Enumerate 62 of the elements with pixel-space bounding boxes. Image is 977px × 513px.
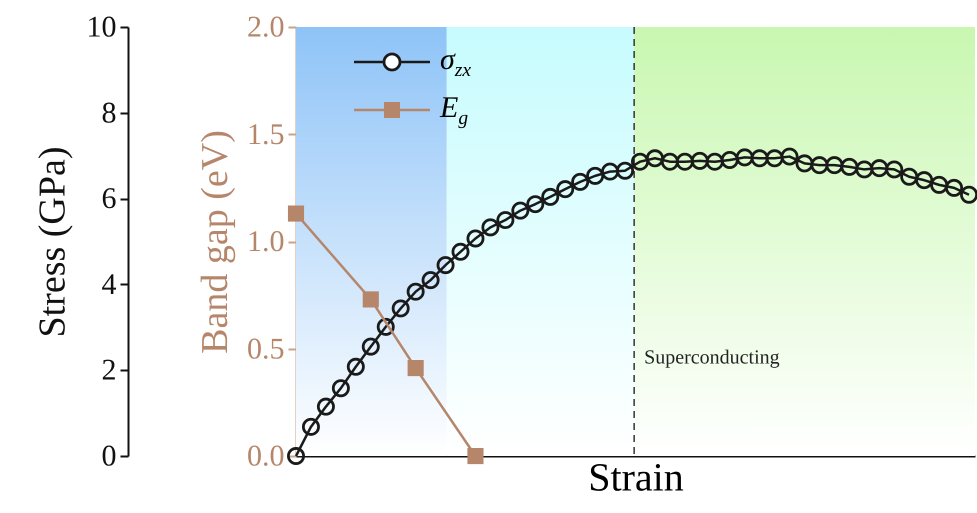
point: [436, 256, 455, 274]
point: [332, 379, 350, 398]
point: [706, 152, 724, 171]
y-tick-label: 6: [102, 182, 116, 216]
point: [825, 156, 844, 174]
point: [676, 152, 694, 171]
point: [720, 151, 739, 169]
point: [945, 178, 964, 197]
y2-tick-label: 0.0: [247, 440, 284, 472]
y2-tick-label: 1.0: [247, 225, 284, 258]
point: [556, 180, 574, 198]
point: [631, 152, 649, 171]
y-tick-label: 10: [86, 10, 116, 44]
point: [362, 338, 380, 356]
y2-axis-title: Band gap (eV): [194, 130, 236, 354]
y-tick-label: 8: [102, 96, 116, 130]
y2-tick-label: 1.5: [247, 118, 284, 151]
point: [452, 242, 470, 261]
point: [750, 149, 769, 168]
point: [541, 188, 560, 206]
point: [526, 195, 544, 214]
x-axis-title: Strain: [588, 454, 684, 500]
point: [810, 156, 828, 174]
point: [346, 358, 365, 376]
y2-tick-label: 0.5: [247, 332, 284, 366]
point: [930, 176, 948, 194]
point: [796, 154, 814, 172]
point: [736, 148, 754, 166]
point: [406, 282, 425, 301]
point: [511, 202, 530, 220]
point: [481, 218, 500, 236]
point: [915, 171, 934, 190]
point: [840, 158, 858, 176]
point: [601, 162, 620, 181]
y2-tick-label: 2.0: [247, 10, 284, 44]
point: [766, 149, 784, 168]
point: [960, 186, 977, 204]
y-tick-label: 2: [102, 354, 116, 387]
point: [302, 418, 320, 436]
y-axis-title: Stress (GPa): [32, 146, 74, 338]
point: [422, 271, 440, 290]
point: [316, 398, 335, 416]
legend-label: E$_{g}$: [440, 90, 468, 130]
point: [780, 148, 799, 166]
point: [660, 152, 679, 171]
point: [690, 152, 709, 170]
point: [885, 160, 904, 178]
point: [496, 211, 514, 230]
y-tick-label: 0: [102, 440, 116, 472]
point: [855, 160, 874, 178]
point: [466, 230, 484, 248]
point: [646, 149, 664, 168]
point: [586, 166, 604, 185]
annotation: Superconducting: [644, 346, 780, 368]
y-tick-label: 4: [102, 268, 116, 301]
point: [616, 162, 634, 180]
point: [287, 447, 305, 465]
point: [392, 299, 410, 318]
legend-label: σ$_{zx}$: [440, 42, 472, 82]
point: [571, 172, 590, 191]
point: [900, 168, 918, 186]
point: [870, 159, 888, 178]
